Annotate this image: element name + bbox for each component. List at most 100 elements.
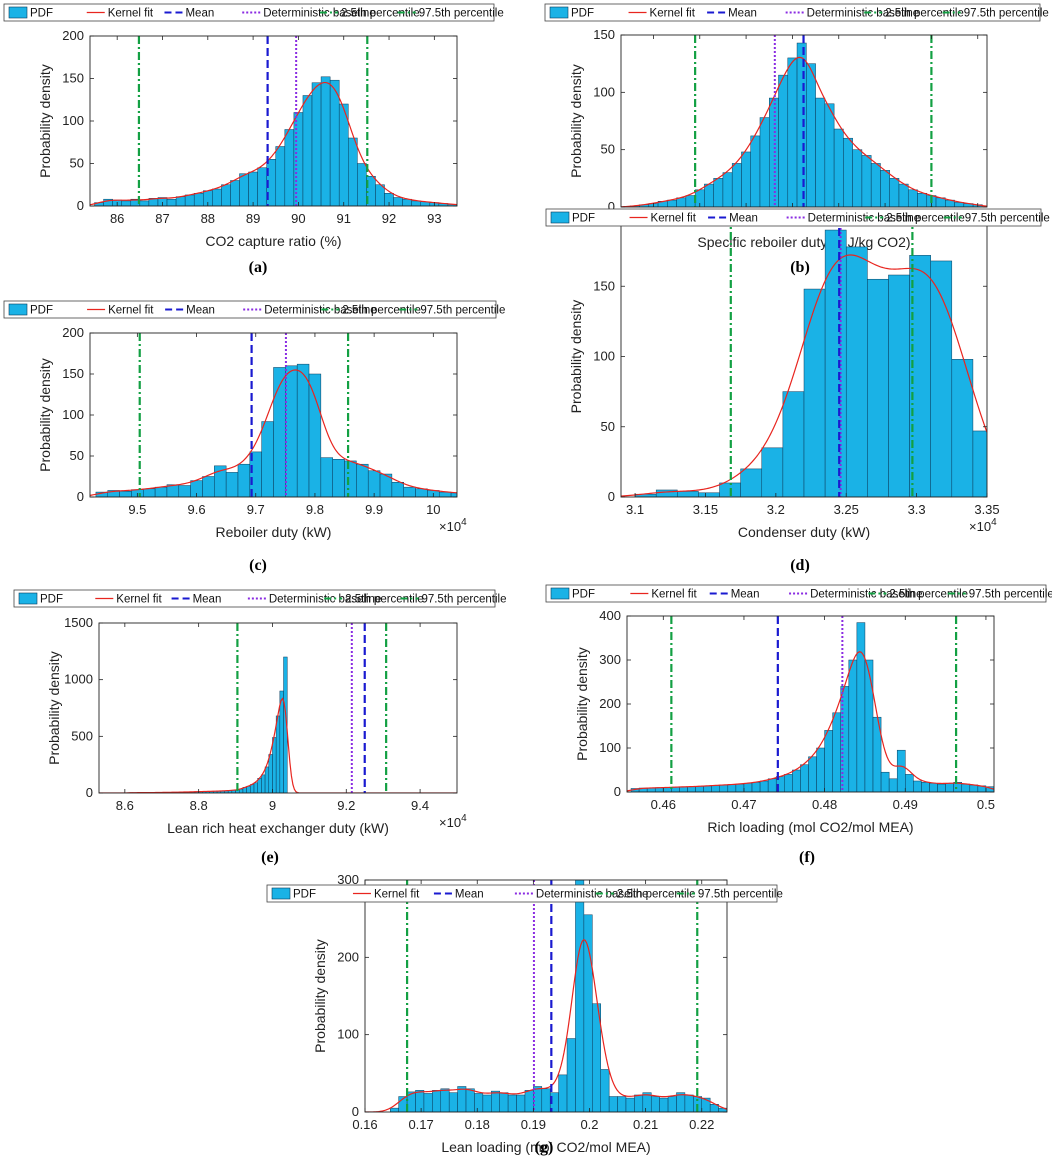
histogram-bar xyxy=(308,373,322,497)
histogram-bar xyxy=(253,782,258,793)
x-tick-label: 3.3 xyxy=(908,502,926,517)
histogram-bar xyxy=(843,137,853,207)
legend-label: 2.5th percentile xyxy=(885,8,964,20)
legend-item-4: 2.5th percentile xyxy=(868,589,968,601)
legend-label: PDF xyxy=(572,213,595,225)
y-tick-label: 100 xyxy=(599,740,621,755)
histogram-bar xyxy=(583,914,593,1112)
histogram-bar xyxy=(143,488,156,497)
x-tick-label: 0.22 xyxy=(689,1117,714,1132)
histogram-bar xyxy=(852,149,863,207)
histogram-bar xyxy=(972,430,987,497)
histogram-bar xyxy=(491,1090,500,1112)
histogram-bar xyxy=(499,1092,509,1112)
x-axis-label: Specific reboiler duty (MJ/kg CO2) xyxy=(697,234,910,250)
histogram-bar xyxy=(741,151,751,207)
legend-box xyxy=(544,3,1041,22)
histogram-bar xyxy=(139,200,150,206)
chart-panel-g: 0.16 0.17 0.18 0.19 0.2 0.21 0.22 0 100 200 300 Lea… xyxy=(266,872,783,1156)
histogram-bar xyxy=(917,192,928,207)
legend-label: Mean xyxy=(729,213,758,225)
legend-label: PDF xyxy=(572,589,595,601)
histogram-bar xyxy=(600,1069,610,1112)
histogram-bar xyxy=(778,74,789,207)
x-tick-label: 0.21 xyxy=(633,1117,658,1132)
y-axis-label: Probability density xyxy=(312,939,328,1053)
legend-item-5: 97.5th percentile xyxy=(399,305,505,317)
legend-item-0: PDF xyxy=(18,592,63,606)
legend-pdf-swatch xyxy=(550,587,570,600)
histogram-bar xyxy=(806,63,816,207)
histogram-bar xyxy=(888,274,910,497)
y-tick-label: 50 xyxy=(601,142,615,157)
x-tick-label: 88 xyxy=(201,211,215,226)
histogram-bar xyxy=(557,203,566,206)
y-tick-label: 500 xyxy=(71,728,93,743)
legend-item-4: 2.5th percentile xyxy=(595,889,696,901)
legend-label: 2.5th percentile xyxy=(886,213,965,225)
histogram-bar xyxy=(703,785,712,792)
histogram-bar xyxy=(250,784,255,793)
legend-label: 2.5th percentile xyxy=(889,589,968,601)
legend-item-3: Deterministic baseline xyxy=(789,589,923,601)
histogram-bar xyxy=(463,494,475,497)
histogram-bar xyxy=(815,97,826,207)
histogram-bar xyxy=(541,1088,551,1112)
x-tick-label: 0.17 xyxy=(408,1117,433,1132)
histogram-bar xyxy=(880,170,890,207)
legend: PDF Kernel fit Mean Deterministic baseline2… xyxy=(3,3,504,22)
histogram-bar xyxy=(634,1094,644,1112)
legend-item-1: Kernel fit xyxy=(352,889,420,901)
legend-item-4: 2.5th percentile xyxy=(864,8,964,20)
x-axis-multiplier: ×104 xyxy=(969,517,997,534)
histogram-bar xyxy=(279,690,284,793)
histogram-bar xyxy=(889,178,900,207)
legend-item-3: Deterministic baseline xyxy=(514,889,648,901)
histogram-bar xyxy=(546,496,558,497)
y-tick-label: 50 xyxy=(601,419,615,434)
y-tick-label: 150 xyxy=(62,71,84,86)
histogram-bar xyxy=(913,780,922,792)
histogram-bar xyxy=(761,447,784,497)
histogram-bar xyxy=(929,782,938,792)
histogram-bars xyxy=(634,229,987,497)
histogram-bar xyxy=(698,492,720,497)
histogram-bar xyxy=(502,205,511,206)
histogram-bar xyxy=(676,197,687,207)
x-axis-label: Rich loading (mol CO2/mol MEA) xyxy=(707,819,913,835)
x-tick-label: 9.5 xyxy=(128,502,146,517)
x-axis-multiplier: ×104 xyxy=(439,813,467,830)
histogram-bar xyxy=(272,737,277,793)
panel-label: (f) xyxy=(799,849,815,866)
y-tick-label: 1000 xyxy=(64,672,93,687)
legend-label: Kernel fit xyxy=(651,213,697,225)
histogram-bar xyxy=(880,771,890,792)
histogram-bar xyxy=(848,659,858,792)
axes-frame xyxy=(620,34,988,208)
histogram-bar xyxy=(750,135,761,207)
legend-label: 97.5th percentile xyxy=(421,594,506,606)
histogram-bars xyxy=(630,622,994,792)
kernel-fit-line xyxy=(90,81,457,206)
y-tick-label: 50 xyxy=(70,156,84,171)
legend-label: 97.5th percentile xyxy=(969,589,1052,601)
histogram-bar xyxy=(403,486,416,497)
x-tick-label: 8.8 xyxy=(190,798,208,813)
histogram-bar xyxy=(695,786,704,792)
histogram-bar xyxy=(864,659,874,792)
legend-item-2: Mean xyxy=(433,889,484,901)
histogram-bar xyxy=(237,463,251,497)
legend-label: Deterministic baseline xyxy=(810,589,923,601)
histogram-bar xyxy=(332,459,345,497)
histogram-bar xyxy=(311,82,322,206)
histogram-bar xyxy=(510,496,522,497)
histogram-bar xyxy=(415,1090,425,1112)
x-tick-label: 0.47 xyxy=(731,797,756,812)
histogram-bar xyxy=(456,204,457,206)
histogram-bar xyxy=(711,785,721,792)
x-tick-label: 89 xyxy=(246,211,260,226)
histogram-bar xyxy=(896,749,906,792)
x-tick-label: 91 xyxy=(336,211,350,226)
legend-label: Deterministic baseline xyxy=(263,8,376,20)
legend-box xyxy=(3,3,495,22)
